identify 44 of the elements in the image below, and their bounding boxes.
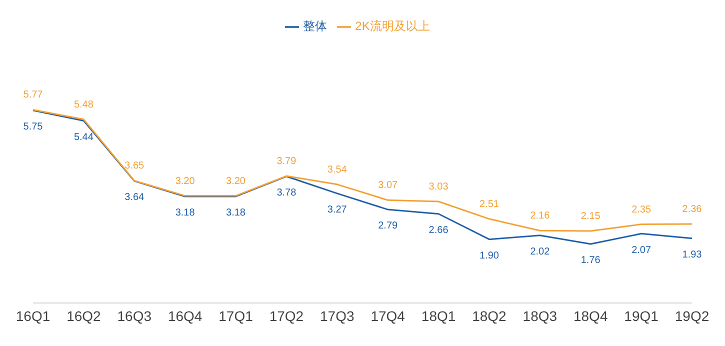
data-label: 5.75	[23, 121, 44, 132]
legend-label: 2K流明及以上	[355, 19, 430, 33]
x-tick-label: 16Q4	[168, 308, 202, 324]
data-label: 3.65	[124, 160, 145, 172]
data-label: 2.51	[479, 198, 500, 210]
data-label: 2.16	[530, 210, 550, 222]
x-tick-label: 18Q2	[472, 308, 507, 324]
data-label: 2.66	[428, 224, 449, 236]
data-label: 2.35	[632, 204, 652, 216]
x-tick-label: 17Q2	[269, 308, 304, 324]
x-tick-label: 16Q3	[117, 308, 152, 324]
x-tick-label: 18Q4	[573, 308, 608, 324]
data-label: 3.64	[124, 192, 145, 204]
data-label: 3.54	[327, 164, 348, 176]
x-tick-label: 18Q3	[522, 308, 558, 324]
x-tick-label: 19Q2	[674, 308, 710, 324]
data-label: 3.18	[175, 208, 196, 219]
data-label: 2.07	[632, 244, 652, 256]
data-label: 3.18	[226, 208, 246, 219]
data-label: 1.90	[479, 250, 500, 262]
x-tick-label: 19Q1	[624, 308, 659, 324]
data-label: 5.48	[74, 99, 94, 110]
data-label: 3.79	[276, 156, 297, 168]
x-tick-label: 17Q3	[320, 308, 354, 324]
data-label: 2.15	[580, 210, 601, 222]
data-label: 3.20	[175, 176, 196, 187]
data-label: 1.76	[580, 255, 601, 266]
data-label: 2.36	[682, 204, 702, 215]
data-label: 2.79	[378, 220, 398, 232]
data-label: 3.03	[428, 181, 449, 192]
data-label: 3.07	[378, 180, 398, 192]
data-label: 5.77	[23, 90, 44, 101]
data-label: 2.02	[530, 246, 550, 258]
data-label: 5.44	[74, 132, 94, 143]
data-label: 1.93	[682, 249, 702, 260]
x-tick-label: 18Q1	[421, 308, 456, 324]
data-label: 3.20	[226, 176, 246, 187]
x-tick-label: 16Q1	[16, 308, 50, 324]
legend-label: 整体	[303, 19, 328, 33]
data-label: 3.78	[276, 187, 297, 198]
data-label: 3.27	[327, 204, 348, 216]
x-tick-label: 17Q1	[218, 308, 254, 324]
x-tick-label: 16Q2	[66, 308, 102, 324]
x-tick-label: 17Q4	[370, 308, 406, 324]
